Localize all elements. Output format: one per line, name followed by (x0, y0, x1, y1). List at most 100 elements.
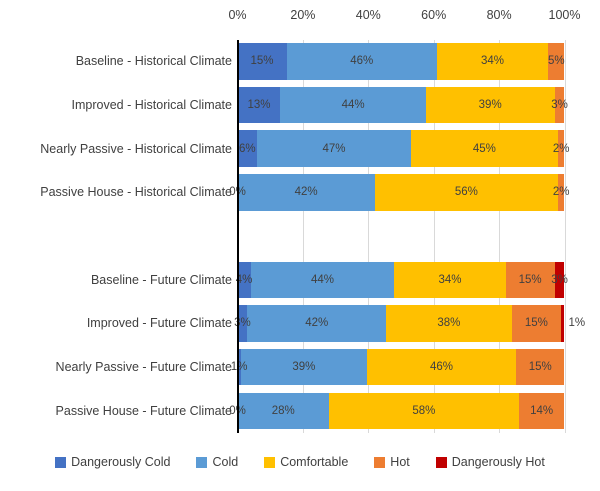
x-axis-tick-label: 40% (355, 8, 381, 22)
bar-segment-label: 58% (412, 404, 436, 417)
bar-segment-dangerously-hot: 3% (551, 261, 568, 298)
bar-segment-dangerously-hot: 1% (561, 305, 585, 342)
bar-segment-label: 2% (552, 186, 570, 199)
bar-segment-label: 39% (478, 98, 502, 111)
bar-segment-comfortable: 34% (394, 261, 506, 298)
gridline (433, 40, 435, 433)
bar-segment-label: 42% (294, 186, 318, 199)
bar-segment-hot: 15% (505, 261, 555, 298)
bar-segment-dangerously-cold: 13% (237, 86, 281, 124)
bar-segment-label: 2% (552, 142, 570, 155)
bar-segment-label: 28% (271, 404, 295, 417)
x-axis-tick-label: 100% (548, 8, 581, 22)
bar-segment-label: 34% (481, 55, 505, 68)
bar-segment-comfortable: 58% (329, 392, 519, 430)
bar-row: 0%28%58%14% (229, 392, 565, 430)
legend-label: Dangerously Cold (71, 455, 171, 469)
y-axis-line (236, 40, 239, 433)
legend-swatch-dangerously-cold (55, 456, 67, 468)
bar-segment-label: 13% (247, 98, 271, 111)
bar-segment-cold: 46% (286, 43, 437, 80)
bar-segment-label: 56% (454, 186, 478, 199)
bar-segment-hot: 15% (511, 305, 562, 342)
gridline (499, 40, 501, 433)
category-label: Passive House - Future Climate (55, 403, 232, 418)
bar-row: 6% 47% 45% 2% (237, 130, 570, 167)
category-label: Baseline - Historical Climate (75, 54, 232, 69)
legend-item-dangerously-hot: Dangerously Hot (435, 455, 545, 469)
bar-segment-label: 15% (250, 55, 274, 68)
bar-segment-label: 4% (235, 273, 253, 286)
bar-row: 4% 44% 34% 15% 3% (235, 261, 568, 298)
gridline (564, 40, 566, 433)
category-label: Improved - Historical Climate (71, 97, 232, 112)
bar-segment-label: 44% (341, 98, 365, 111)
category-label: Passive House - Historical Climate (40, 185, 232, 200)
legend-item-dangerously-cold: Dangerously Cold (55, 455, 170, 469)
category-label: Improved - Future Climate (86, 316, 232, 331)
bar-segment-hot: 5% (548, 43, 565, 80)
legend-label: Dangerously Hot (451, 455, 545, 469)
legend-item-comfortable: Comfortable (264, 455, 348, 469)
bar-segment-cold: 42% (247, 305, 387, 342)
bar-segment-label: 14% (530, 404, 554, 417)
bar-segment-comfortable: 46% (367, 348, 516, 386)
bar-segment-cold: 47% (257, 130, 411, 167)
legend-swatch-comfortable (264, 456, 276, 468)
gridline (368, 40, 370, 433)
bar-segment-label: 1% (568, 317, 586, 330)
bar-segment-label: 15% (524, 317, 548, 330)
bar-segment-label: 39% (292, 361, 316, 374)
bar-segment-hot: 3% (551, 86, 568, 124)
bar-segment-dangerously-cold: 3% (234, 305, 251, 342)
bar-segment-dangerously-cold: 15% (237, 43, 287, 80)
bar-segment-cold: 44% (250, 261, 395, 298)
bar-segment-label: 15% (518, 273, 542, 286)
bar-segment-label: 38% (437, 317, 461, 330)
bar-segment-label: 45% (472, 142, 496, 155)
bar-row: 0%42%56%2% (229, 174, 570, 211)
bar-segment-label: 15% (528, 361, 552, 374)
bar-segment-dangerously-cold: 6% (237, 130, 258, 167)
bar-segment-label: 42% (305, 317, 329, 330)
bar-segment-label: 46% (429, 361, 453, 374)
bar-segment-cold: 44% (280, 86, 426, 124)
legend-swatch-cold (196, 456, 208, 468)
legend-item-cold: Cold (196, 455, 238, 469)
bar-segment-cold: 39% (240, 348, 367, 386)
bar-segment-label: 3% (551, 98, 568, 111)
legend-label: Hot (390, 455, 410, 469)
bar-segment-label: 47% (322, 142, 346, 155)
bar-segment-cold: 28% (237, 392, 330, 430)
bar-segment-comfortable: 34% (436, 43, 549, 80)
bar-segment-comfortable: 38% (386, 305, 512, 342)
bar-segment-dangerously-cold: 4% (235, 261, 253, 298)
category-label: Baseline - Future Climate (90, 272, 232, 287)
legend-label: Comfortable (280, 455, 349, 469)
bar-segment-comfortable: 39% (425, 86, 555, 124)
bar-row: 13% 44% 39% 3% (237, 86, 568, 124)
x-axis-tick-label: 20% (290, 8, 316, 22)
bar-segment-hot: 2% (553, 130, 570, 167)
legend-label: Cold (212, 455, 239, 469)
gridline (302, 40, 304, 433)
category-label: Nearly Passive - Historical Climate (40, 141, 232, 156)
category-label: Nearly Passive - Future Climate (55, 360, 232, 375)
legend-swatch-dangerously-hot (435, 456, 447, 468)
legend-item-hot: Hot (374, 455, 410, 469)
bar-row: 15% 46% 34% 5% (237, 43, 565, 80)
bar-segment-hot: 15% (515, 348, 565, 386)
legend-swatch-hot (374, 456, 386, 468)
bar-segment-label: 34% (438, 273, 462, 286)
bar-segment-label: 3% (551, 273, 568, 286)
bar-segment-label: 1% (230, 361, 248, 374)
bar-segment-comfortable: 56% (374, 174, 558, 211)
bar-segment-comfortable: 45% (410, 130, 558, 167)
bar-row: 3% 42% 38% 15% 1% (234, 305, 585, 342)
bar-segment-hot: 2% (553, 174, 570, 211)
bar-segment-cold: 42% (237, 174, 375, 211)
bar-segment-dangerously-cold: 1% (231, 348, 247, 386)
bar-row: 1% 39% 46% 15% (231, 348, 565, 386)
bar-segment-label: 6% (238, 142, 256, 155)
